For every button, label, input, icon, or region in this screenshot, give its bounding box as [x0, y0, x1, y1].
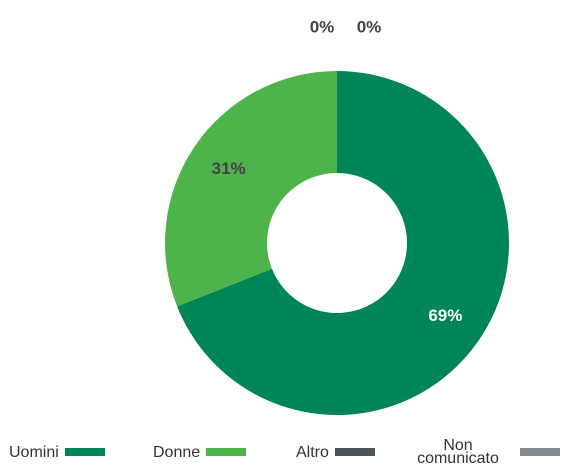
legend-item: Donne — [153, 436, 247, 468]
legend: Uomini Donne Altro Non comunicato — [0, 436, 569, 468]
data-label: 31% — [212, 159, 246, 178]
slice — [164, 71, 337, 307]
legend-swatch — [334, 448, 375, 456]
legend-label: Altro — [296, 443, 329, 461]
data-label: 0% — [310, 17, 335, 36]
data-label: 69% — [428, 306, 462, 325]
chart: 69% 31% 0% 0% — [164, 17, 510, 416]
legend-item: Altro — [296, 436, 375, 468]
legend-item: Uomini — [9, 436, 105, 468]
legend-label: Uomini — [9, 443, 59, 461]
legend-swatch — [64, 448, 105, 456]
data-label: 0% — [357, 17, 382, 36]
legend-swatch — [520, 448, 560, 456]
legend-swatch — [206, 448, 247, 456]
slice — [177, 71, 510, 416]
legend-label: Non comunicato — [417, 437, 499, 467]
legend-label: Donne — [153, 443, 201, 461]
legend-item: Non comunicato — [402, 436, 560, 468]
